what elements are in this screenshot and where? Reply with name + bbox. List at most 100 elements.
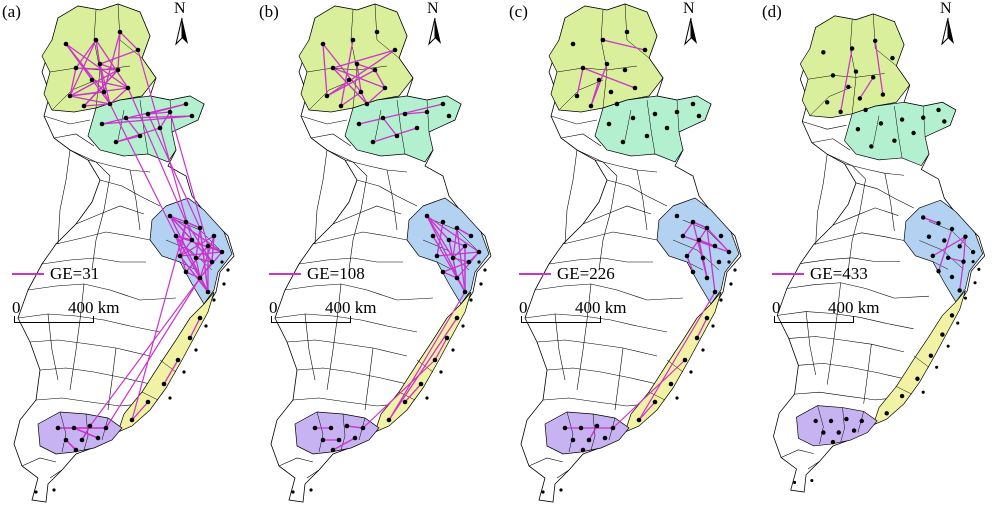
- network-edge: [448, 239, 466, 247]
- scale-bar: 0 400 km: [772, 298, 879, 332]
- city-node: [911, 130, 916, 136]
- scale-end: 400 km: [575, 298, 627, 317]
- prefecture-boundary: [564, 149, 578, 245]
- region-subboundary: [556, 65, 638, 73]
- region-north: [548, 3, 664, 113]
- network-edge: [922, 216, 939, 224]
- network-edge: [65, 43, 111, 105]
- prefecture-boundary: [811, 138, 851, 151]
- prefecture-boundary: [848, 179, 866, 270]
- city-node: [424, 109, 430, 115]
- network-edge: [452, 257, 470, 263]
- island: [701, 348, 705, 352]
- island: [194, 348, 198, 352]
- city-node: [430, 233, 436, 239]
- network-edge: [147, 113, 201, 229]
- region-subboundary: [600, 9, 608, 109]
- scale-tick: [521, 316, 522, 322]
- network-edge: [95, 39, 129, 89]
- region-subboundary: [566, 411, 574, 453]
- network-edge: [101, 115, 193, 125]
- prefecture-boundary: [278, 457, 314, 467]
- network-edge: [362, 359, 436, 429]
- city-node: [869, 144, 874, 149]
- network-edge: [185, 221, 201, 229]
- region-subboundary: [676, 99, 680, 133]
- city-node: [830, 439, 836, 445]
- city-node: [89, 77, 95, 83]
- city-node: [857, 96, 863, 101]
- region-subboundary: [59, 411, 67, 453]
- city-node: [380, 115, 386, 121]
- city-node: [183, 219, 189, 225]
- city-node: [352, 435, 358, 441]
- prefecture-boundary: [27, 283, 177, 301]
- network-edge: [103, 91, 177, 237]
- island: [291, 490, 295, 494]
- city-node: [936, 107, 941, 113]
- city-node: [424, 213, 430, 219]
- city-node: [872, 38, 878, 44]
- network-edge: [426, 215, 480, 253]
- prefecture-boundary: [863, 344, 872, 404]
- prefecture-boundary: [562, 231, 658, 245]
- city-node: [382, 85, 388, 91]
- legend-label: GE=433: [810, 264, 868, 283]
- network-edge: [686, 255, 694, 273]
- island: [935, 365, 939, 369]
- prefecture-boundary: [807, 461, 820, 470]
- city-node: [674, 213, 680, 219]
- city-node: [450, 255, 456, 261]
- prefecture-boundary: [57, 149, 71, 245]
- city-node: [350, 37, 356, 43]
- city-node: [115, 67, 121, 73]
- north-arrow-shape: [941, 17, 954, 46]
- city-node: [418, 381, 424, 387]
- prefecture-boundary: [304, 313, 316, 381]
- city-node: [580, 65, 586, 71]
- island: [733, 268, 737, 272]
- island: [483, 268, 487, 272]
- network-edge: [388, 291, 466, 421]
- city-node: [189, 237, 195, 243]
- prefecture-boundary: [49, 469, 63, 479]
- city-node: [466, 259, 472, 265]
- network-edge: [83, 103, 111, 107]
- region-subboundary: [873, 115, 880, 145]
- city-node: [161, 381, 167, 387]
- network-edge: [436, 221, 444, 257]
- island: [956, 321, 960, 325]
- legend-swatch: [772, 273, 804, 275]
- prefecture-boundary: [560, 133, 602, 147]
- network-edge: [69, 67, 77, 97]
- region-subboundary: [894, 106, 903, 158]
- city-node: [476, 249, 482, 255]
- island: [168, 396, 172, 400]
- city-node: [117, 29, 123, 35]
- city-node: [614, 101, 620, 107]
- prefecture-boundary: [606, 179, 668, 207]
- region-subboundary: [807, 73, 885, 80]
- city-node: [205, 243, 211, 249]
- prefecture-boundary: [582, 205, 652, 225]
- scale-bar: 0 400 km: [12, 298, 119, 332]
- network-edge: [322, 43, 362, 93]
- map-a: [13, 3, 235, 503]
- network-edge: [179, 255, 209, 293]
- network-edge: [590, 63, 608, 107]
- city-node: [871, 75, 876, 80]
- prefecture-boundary: [781, 449, 814, 458]
- city-node: [726, 249, 732, 255]
- city-node: [824, 100, 830, 105]
- network-edge: [962, 236, 967, 262]
- network-edge: [452, 245, 466, 259]
- prefecture-boundary: [87, 159, 151, 173]
- island: [559, 488, 563, 492]
- map-d: [773, 13, 986, 493]
- network-edge: [191, 239, 213, 263]
- city-node: [961, 259, 966, 264]
- region-subboundary: [913, 355, 930, 368]
- network-edge: [91, 79, 129, 89]
- city-node: [578, 425, 584, 431]
- city-node: [570, 41, 576, 47]
